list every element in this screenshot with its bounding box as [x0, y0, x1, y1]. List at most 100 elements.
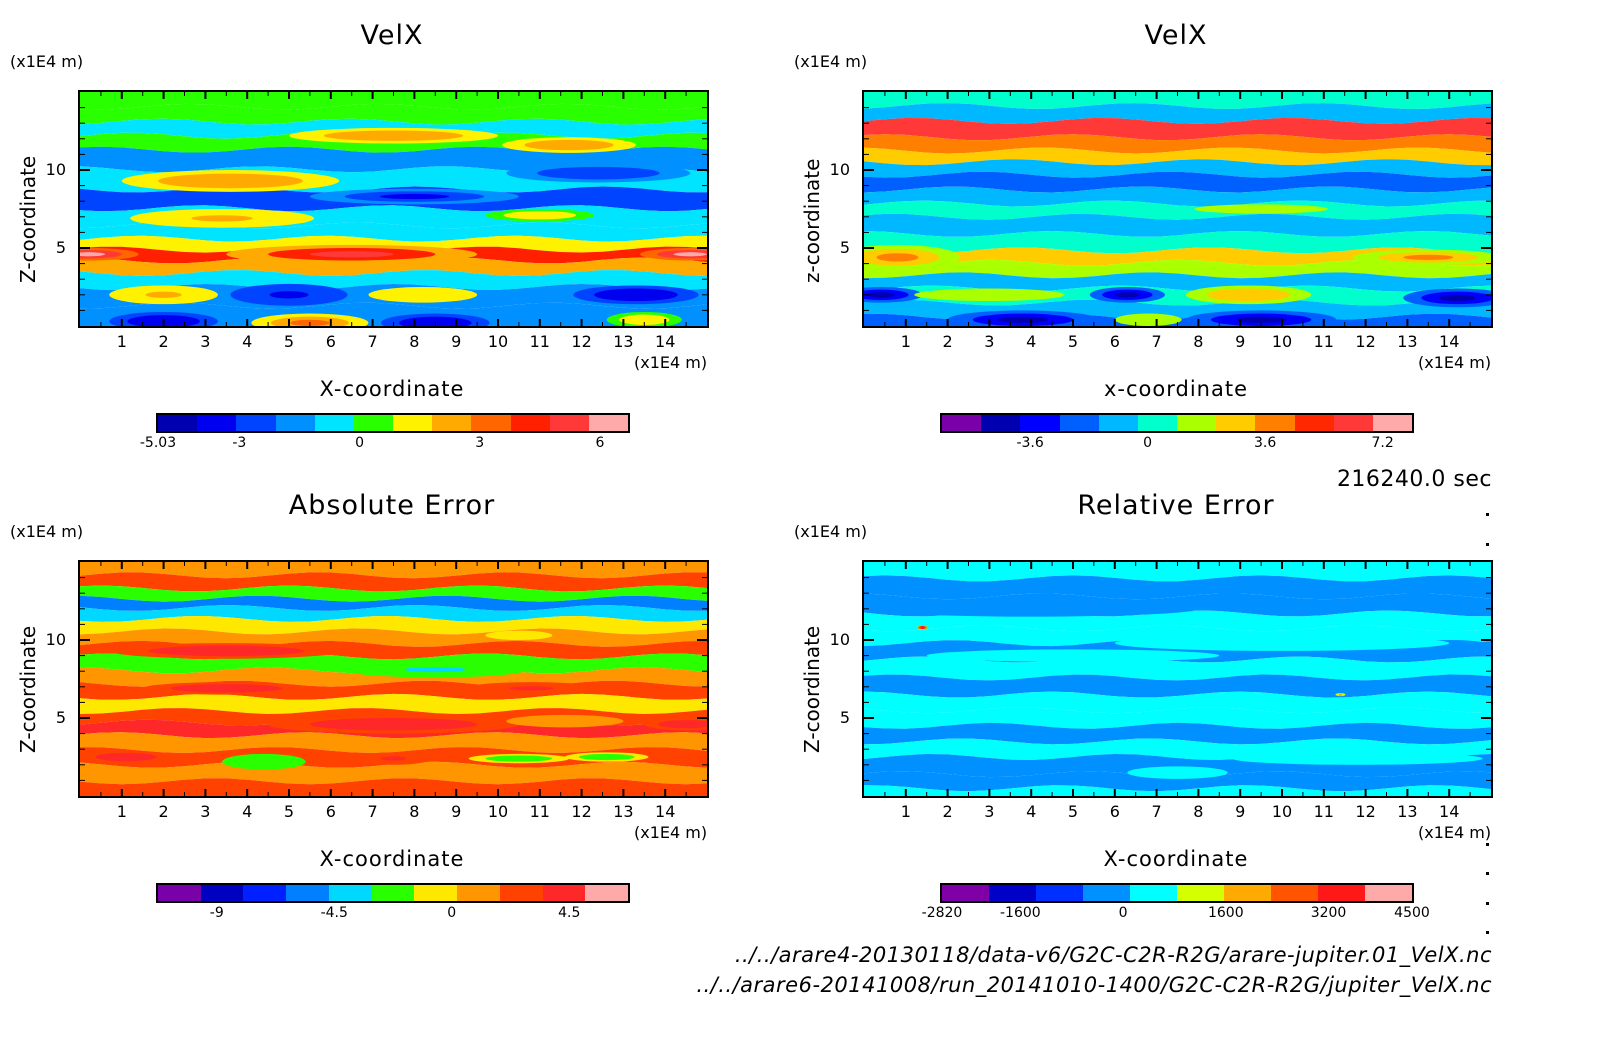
contour-band [864, 147, 1491, 166]
x-tick-label: 6 [325, 802, 336, 821]
colorbar-swatch [1294, 415, 1334, 431]
contour-band [864, 103, 1491, 124]
contour-blob [507, 633, 531, 637]
x-tick-label: 2 [158, 802, 169, 821]
contour-plot [78, 90, 709, 328]
colorbar-swatch [989, 885, 1036, 901]
contour-blob [876, 253, 919, 262]
chart-title: Absolute Error [288, 490, 496, 521]
contour-blob [1160, 770, 1195, 775]
contour-blob [1024, 653, 1122, 658]
x-tick-label: 8 [1193, 802, 1204, 821]
chart-title: VelX [1144, 20, 1208, 51]
contour-blob [502, 757, 536, 761]
colorbar-swatch [1083, 885, 1130, 901]
colorbar-swatch [457, 885, 500, 901]
contour-blob [1137, 317, 1160, 322]
contour-band [80, 778, 707, 796]
colorbar [940, 413, 1414, 433]
contour-blob [269, 291, 309, 299]
contour-band [864, 625, 1491, 647]
contour-band [80, 605, 707, 622]
colorbar-label: -1600 [999, 905, 1041, 921]
contour-band [80, 628, 707, 647]
colorbar-swatch [432, 415, 472, 431]
colorbar-label: -9 [209, 905, 224, 921]
contour-blob [358, 133, 429, 139]
panel-bottom-right: Relative Error (x1E4 m) Z-coordinate (x1… [784, 470, 1564, 940]
contour-blob [249, 759, 278, 765]
colorbar-swatch [1365, 885, 1412, 901]
x-tick-label: 9 [451, 332, 462, 351]
x-tick-label: 11 [529, 802, 550, 821]
colorbar-label: 4500 [1394, 905, 1430, 921]
contour-blob [198, 686, 255, 691]
x-tick-label: 6 [1109, 802, 1120, 821]
panel-top-left: VelX (x1E4 m) Z-coordinate (x1E4 m) X-co… [0, 0, 780, 470]
colorbar-swatch [1020, 415, 1060, 431]
x-tick-label: 7 [1151, 332, 1162, 351]
contour-band [80, 302, 707, 326]
y-tick-label: 10 [45, 630, 66, 649]
contour-band [864, 92, 1491, 109]
marker-dot [1486, 872, 1489, 875]
contour-band [864, 247, 1491, 266]
x-tick-label: 9 [1235, 332, 1246, 351]
contour-band [864, 259, 1491, 279]
y-tick-label: 5 [55, 708, 66, 727]
colorbar-swatch [1318, 885, 1365, 901]
contour-plot [862, 560, 1493, 798]
x-tick-label: 13 [1397, 802, 1418, 821]
contour-band [864, 575, 1491, 600]
x-tick-label: 9 [451, 802, 462, 821]
chart-title: VelX [360, 20, 424, 51]
contour-blob [187, 648, 266, 654]
x-tick-label: 1 [116, 332, 127, 351]
x-tick-label: 13 [1397, 332, 1418, 351]
contour-band [864, 707, 1491, 729]
colorbar-label: 7.2 [1371, 435, 1394, 451]
colorbar-swatch [1333, 415, 1373, 431]
colorbar-swatch [286, 885, 329, 901]
colorbar-label: 6 [595, 435, 605, 451]
contour-band [80, 616, 707, 635]
x-tick-label: 14 [655, 332, 676, 351]
x-tick-label: 6 [325, 332, 336, 351]
y-unit-label: (x1E4 m) [794, 52, 868, 71]
contour-blob [546, 142, 592, 148]
contour-band [864, 118, 1491, 141]
x-tick-label: 14 [1439, 332, 1460, 351]
colorbar-swatch [1216, 415, 1256, 431]
x-unit-label: (x1E4 m) [634, 353, 708, 372]
y-tick-label: 5 [55, 238, 66, 257]
contour-blob [351, 721, 436, 728]
chart-title: Relative Error [1077, 490, 1275, 521]
x-tick-label: 10 [487, 332, 509, 351]
colorbar-swatch [542, 885, 586, 901]
contour-blob [1238, 207, 1284, 211]
contour-canvas [864, 92, 1491, 326]
contour-blob [1117, 684, 1196, 689]
contour-blob [80, 252, 106, 257]
contour-band [864, 272, 1491, 292]
x-tick-label: 9 [1235, 802, 1246, 821]
contour-plot [862, 90, 1493, 328]
x-tick-label: 13 [613, 802, 634, 821]
y-tick-label: 10 [829, 630, 850, 649]
contour-band [80, 270, 707, 290]
colorbar-swatch [1177, 885, 1224, 901]
colorbar [156, 883, 630, 903]
x-tick-label: 11 [529, 332, 550, 351]
colorbar-swatch [243, 885, 287, 901]
contour-blob [191, 215, 253, 222]
panel-top-right: VelX (x1E4 m) z-coordinate (x1E4 m) x-co… [784, 0, 1564, 470]
x-tick-label: 4 [1026, 802, 1037, 821]
contour-band [80, 667, 707, 687]
marker-dot [1486, 931, 1489, 934]
contour-band [80, 235, 707, 253]
x-axis-label: X-coordinate [319, 377, 465, 401]
contour-band [80, 585, 707, 602]
contour-band [864, 186, 1491, 207]
colorbar-swatch [158, 415, 198, 431]
y-axis-label: Z-coordinate [16, 625, 40, 753]
